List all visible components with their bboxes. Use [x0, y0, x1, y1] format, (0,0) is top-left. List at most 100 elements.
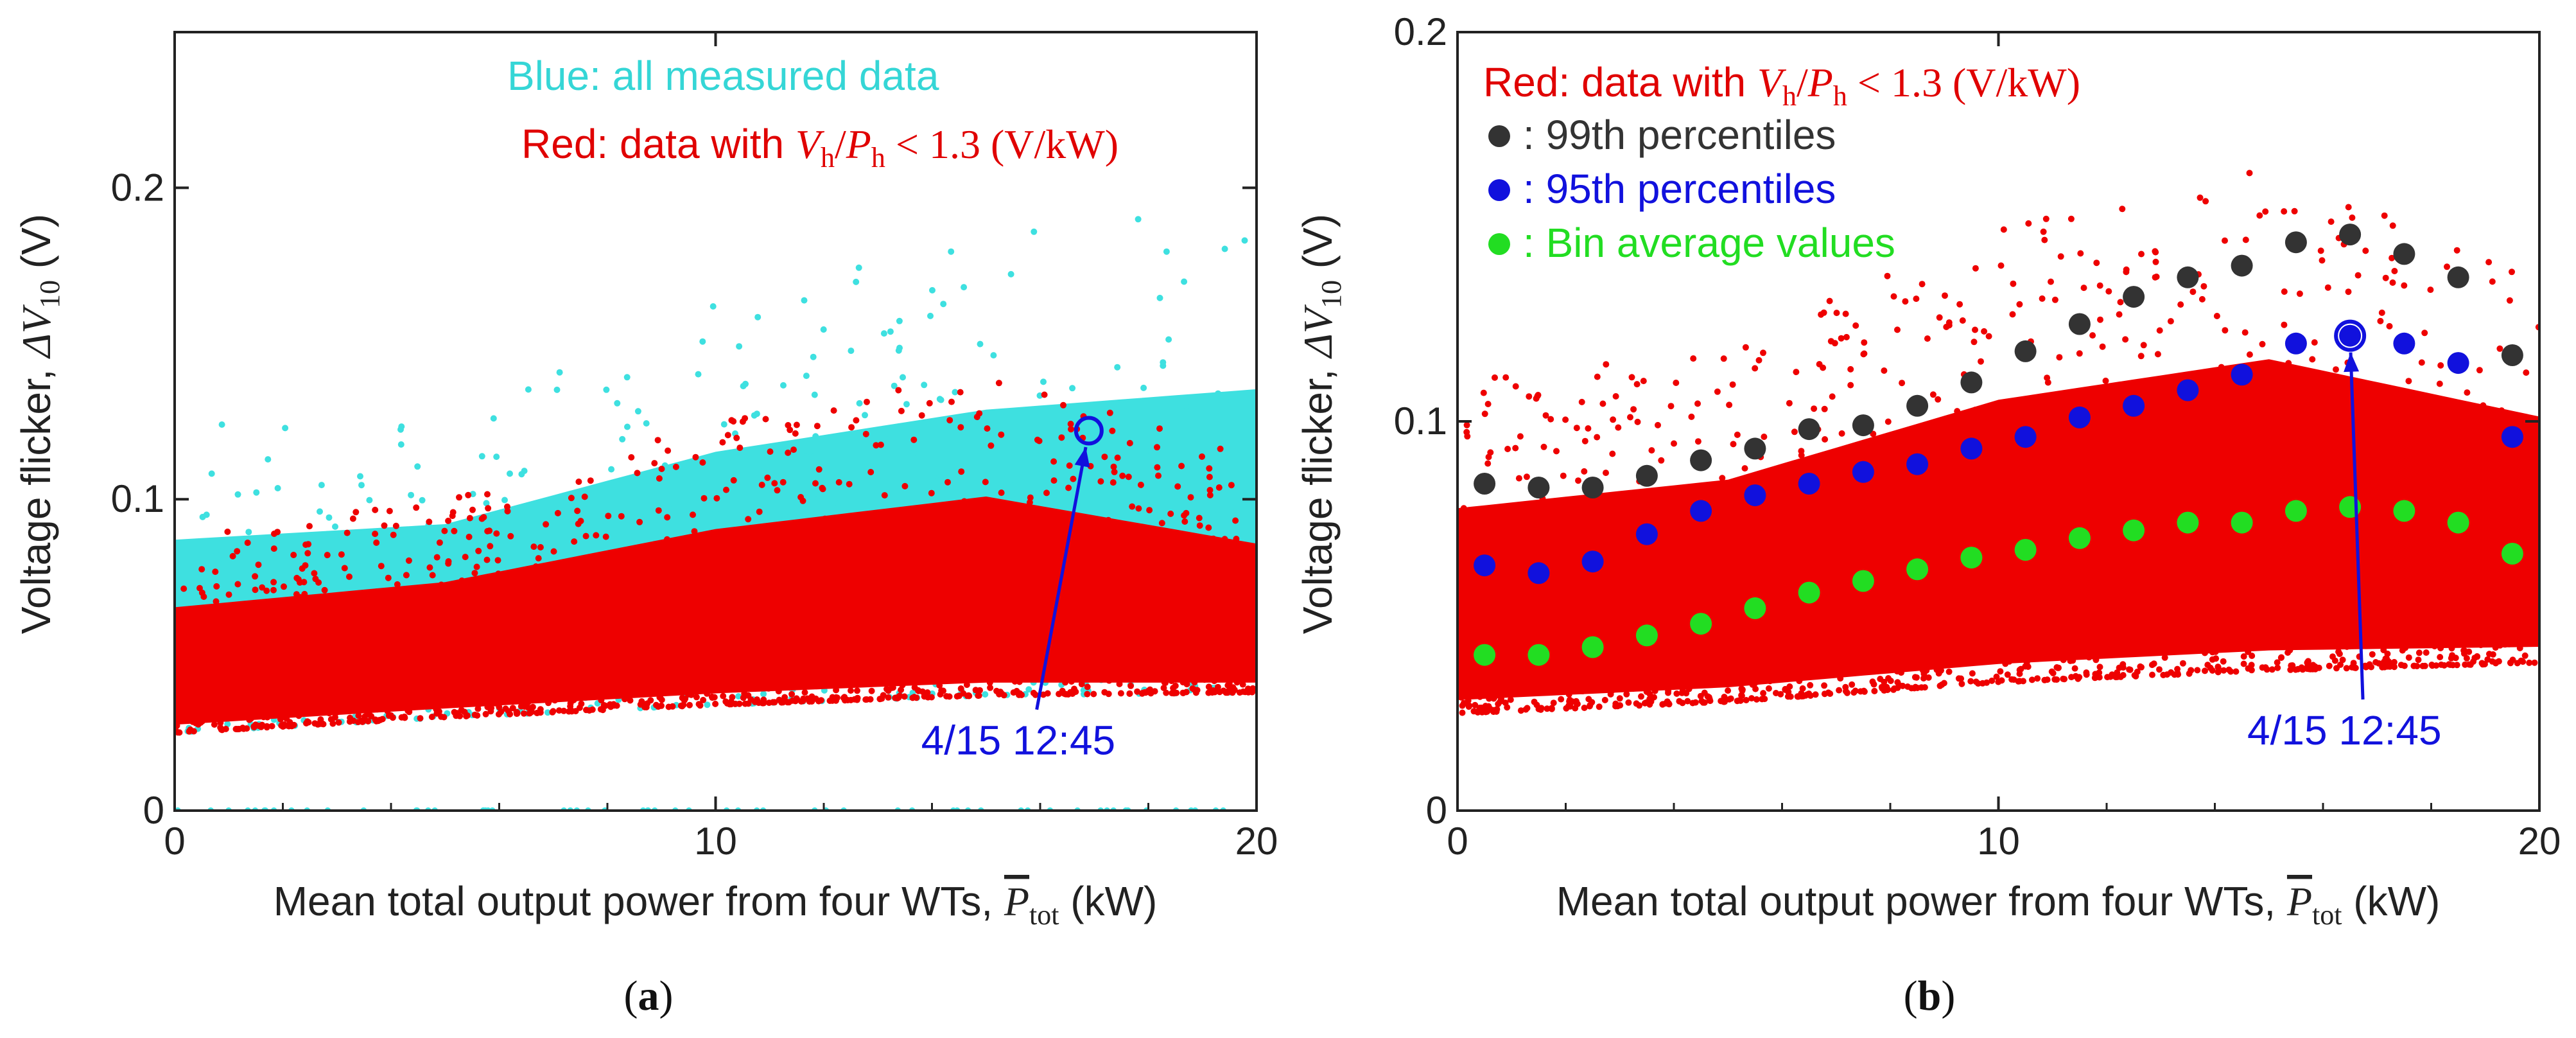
scatter-point: [525, 699, 532, 705]
scatter-point: [1690, 355, 1697, 362]
scatter-point: [701, 600, 708, 607]
scatter-point: [2182, 401, 2189, 409]
scatter-point: [329, 621, 336, 628]
scatter-point: [525, 386, 532, 393]
scatter-point: [1902, 298, 1909, 305]
scatter-point: [1837, 675, 1844, 682]
scatter-point: [1017, 647, 1024, 655]
scatter-point: [1995, 678, 2002, 685]
scatter-point: [1011, 573, 1018, 580]
scatter-point: [796, 613, 803, 620]
scatter-point: [432, 679, 439, 686]
scatter-point: [2016, 301, 2023, 308]
scatter-point: [2474, 623, 2481, 630]
scatter-point: [2311, 339, 2318, 346]
scatter-point: [293, 639, 300, 646]
scatter-point: [2374, 525, 2381, 532]
scatter-point: [2246, 351, 2253, 358]
scatter-point: [2276, 591, 2283, 598]
scatter-point: [2485, 259, 2493, 266]
scatter-point: [1651, 687, 1658, 694]
scatter-point: [1065, 484, 1072, 491]
scatter-point: [714, 685, 721, 692]
scatter-point: [1648, 447, 1655, 454]
scatter-point: [2460, 623, 2467, 630]
scatter-point: [2464, 389, 2471, 396]
scatter-point: [882, 668, 889, 674]
scatter-point: [1721, 698, 1728, 705]
scatter-point: [1125, 473, 1132, 480]
scatter-point: [2232, 574, 2239, 581]
scatter-point: [1214, 683, 1221, 691]
scatter-point: [985, 671, 992, 678]
scatter-point: [2384, 650, 2391, 657]
scatter-point: [1078, 655, 1085, 662]
scatter-point: [553, 671, 560, 678]
scatter-point: [754, 665, 761, 673]
scatter-point: [1599, 400, 1606, 407]
scatter-point: [1515, 475, 1522, 482]
scatter-point: [1947, 472, 1954, 479]
scatter-point: [515, 692, 522, 699]
scatter-point: [2457, 549, 2464, 556]
scatter-point: [1233, 536, 1240, 542]
scatter-point: [756, 508, 763, 515]
scatter-point: [1915, 513, 1922, 520]
scatter-point: [511, 577, 518, 583]
scatter-point: [803, 581, 810, 588]
scatter-point: [878, 641, 885, 648]
scatter-point: [952, 389, 959, 396]
scatter-point: [638, 687, 645, 694]
scatter-point: [2306, 408, 2313, 415]
scatter-point: [790, 509, 797, 516]
scatter-point: [1131, 443, 1138, 450]
scatter-point: [1619, 559, 1626, 567]
legend-item-95th-marker: [1488, 179, 1510, 201]
scatter-point: [1877, 445, 1884, 452]
scatter-point: [1725, 527, 1732, 534]
scatter-point: [2057, 404, 2064, 411]
scatter-point: [469, 506, 476, 513]
scatter-point: [1979, 527, 1986, 534]
scatter-point: [313, 627, 320, 634]
scatter-point: [2215, 664, 2222, 671]
scatter-point: [987, 628, 994, 635]
scatter-point: [693, 694, 700, 701]
scatter-point: [2417, 605, 2424, 612]
scatter-point: [401, 588, 408, 595]
scatter-point: [507, 674, 513, 682]
scatter-point: [2317, 441, 2324, 448]
scatter-point: [1771, 505, 1778, 512]
scatter-point: [724, 700, 731, 707]
scatter-point: [2296, 290, 2303, 297]
scatter-point: [602, 702, 609, 709]
scatter-point: [1171, 534, 1178, 541]
scatter-point: [1007, 270, 1014, 277]
scatter-point: [781, 694, 788, 701]
scatter-point: [940, 301, 947, 308]
scatter-point: [1533, 395, 1540, 402]
scatter-point: [2344, 643, 2351, 650]
scatter-point: [2073, 610, 2080, 617]
bin-point-95th: [2231, 364, 2253, 386]
scatter-point: [835, 479, 842, 486]
scatter-point: [1555, 634, 1562, 641]
scatter-point: [198, 667, 205, 674]
scatter-point: [874, 675, 881, 682]
scatter-point: [913, 694, 920, 701]
scatter-point: [1202, 661, 1209, 668]
bin-point-99th: [1906, 394, 1929, 417]
scatter-point: [495, 570, 502, 577]
scatter-point: [1168, 678, 1175, 685]
scatter-point: [2012, 586, 2019, 593]
scatter-point: [2207, 664, 2214, 671]
scatter-point: [175, 722, 180, 729]
scatter-point: [1985, 507, 1992, 514]
scatter-point: [599, 592, 606, 599]
scatter-point: [2048, 668, 2055, 675]
scatter-point: [1802, 661, 1809, 668]
scatter-point: [2452, 624, 2459, 631]
scatter-point: [1680, 540, 1687, 547]
scatter-point: [2005, 520, 2012, 527]
